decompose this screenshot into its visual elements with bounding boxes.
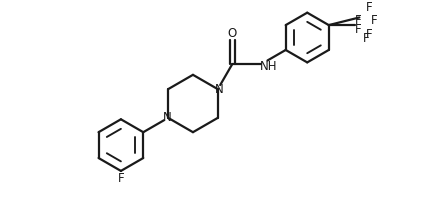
Text: O: O [228,27,237,40]
Text: F: F [366,1,372,14]
Text: F: F [118,172,124,185]
Text: NH: NH [260,60,277,73]
Text: F: F [370,14,377,27]
Text: N: N [214,83,223,96]
Text: F: F [355,14,362,27]
Text: F: F [366,28,372,41]
Text: F: F [363,32,369,45]
Text: N: N [163,111,172,124]
Text: F: F [355,23,362,36]
